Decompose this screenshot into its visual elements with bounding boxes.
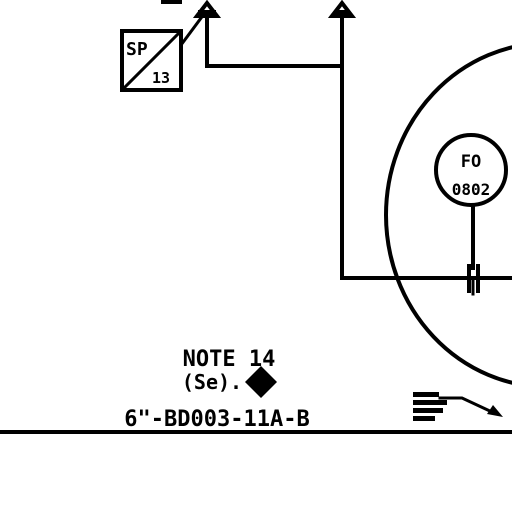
flow-orifice-number: 0802: [452, 180, 491, 199]
orifice-plate: [467, 264, 480, 296]
flow-orifice-tag: FO: [461, 152, 481, 172]
setpoint-box: SP 13: [120, 29, 183, 92]
impulse-line-left: [205, 14, 344, 68]
note-diamond-icon: [245, 366, 277, 398]
note-line-2: (Se).: [182, 370, 242, 394]
line-spec-label: 6"-BD003-11A-B: [124, 407, 309, 432]
flow-direction-note: [413, 392, 503, 421]
enclosure-ellipse: [384, 45, 512, 385]
setpoint-box-top-label: SP: [126, 39, 148, 60]
flow-orifice-bubble: FO 0802: [434, 133, 508, 207]
leader-line: [178, 11, 207, 48]
setpoint-box-bottom-label: 13: [152, 69, 170, 87]
